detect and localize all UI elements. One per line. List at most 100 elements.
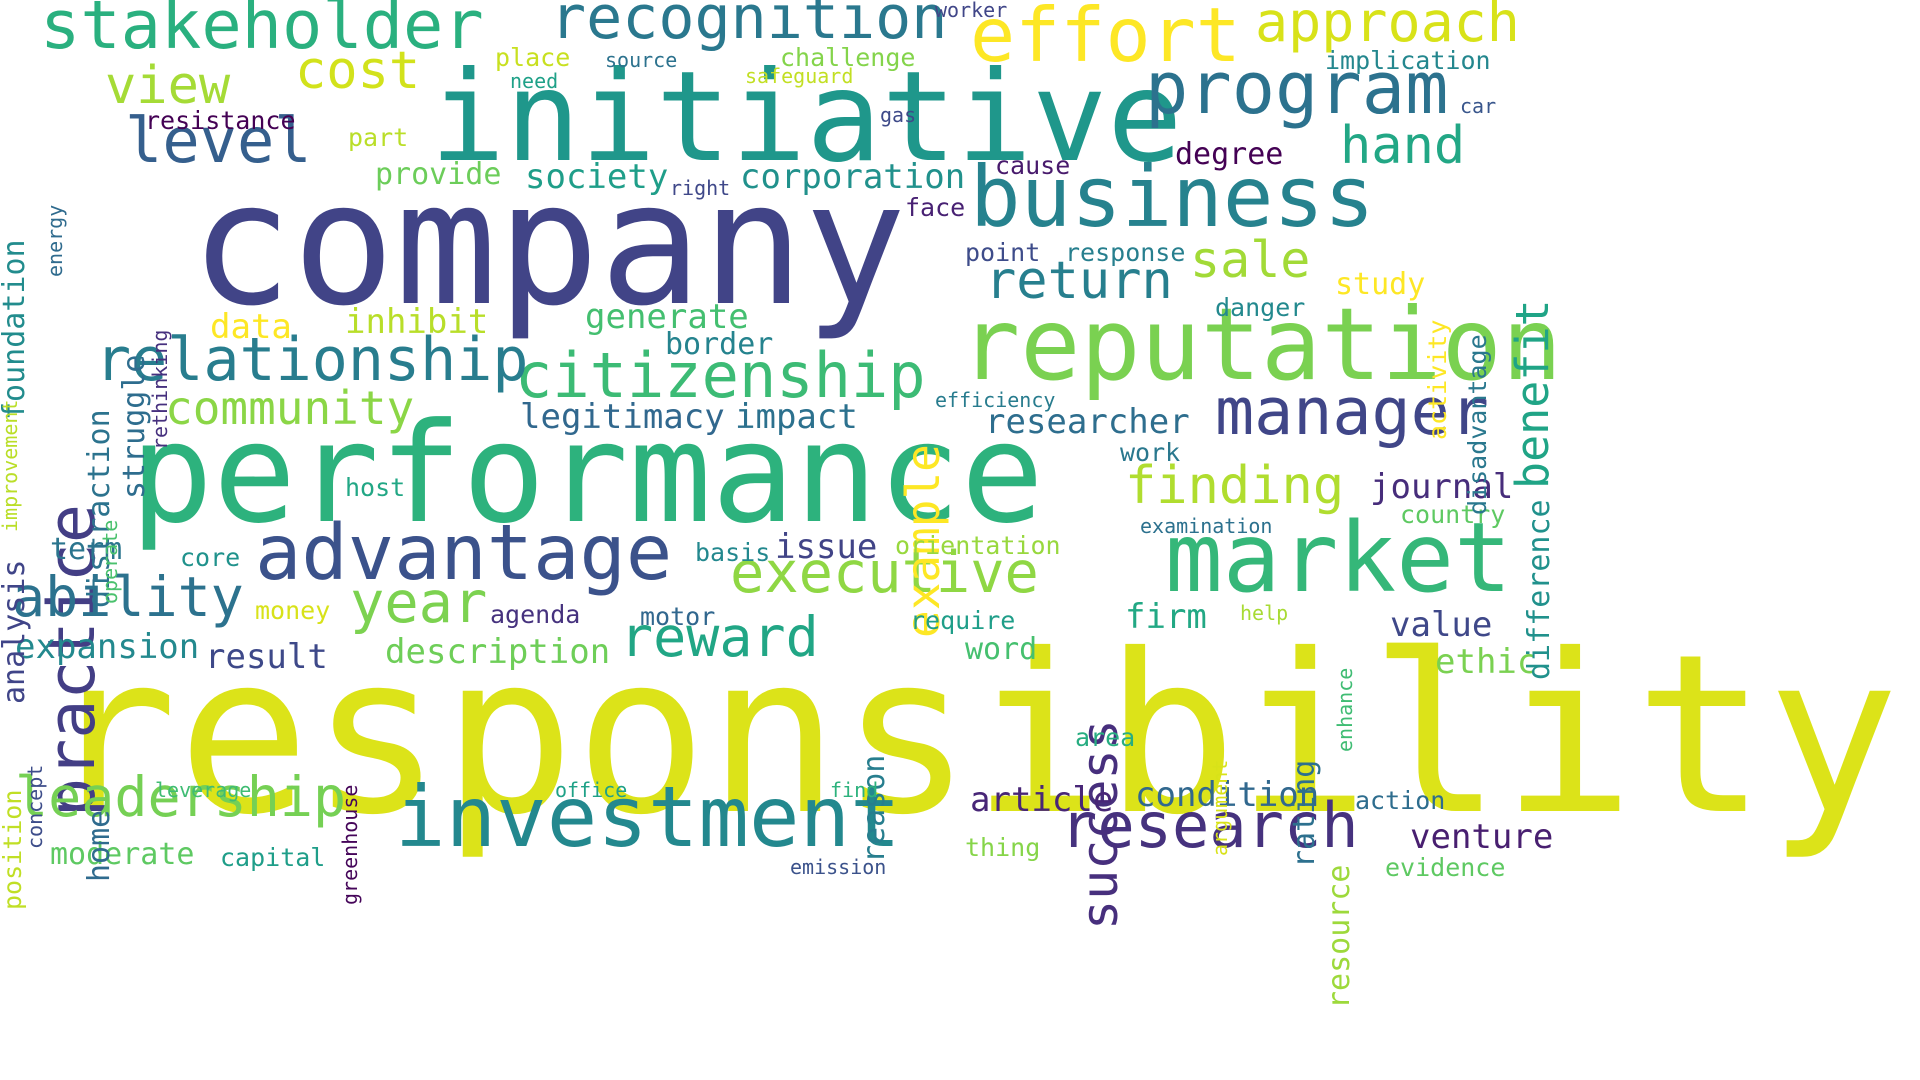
word-rethinking: rethinking [148, 329, 172, 450]
word-source: source [605, 48, 678, 72]
word-article: article [970, 780, 1114, 820]
word-research: research [1060, 789, 1359, 862]
word-provide: provide [375, 157, 502, 192]
word-office: office [555, 778, 628, 802]
word-disadvantage: disadvantage [1463, 334, 1492, 515]
word-position: position [0, 789, 27, 910]
word-manager: manager [1215, 375, 1489, 450]
word-finding: finding [1125, 456, 1345, 516]
word-home: home [82, 809, 117, 882]
word-action: action [1355, 786, 1446, 815]
word-market: market [1165, 502, 1512, 614]
word-moderate: moderate [50, 837, 195, 872]
word-description: description [385, 632, 611, 672]
word-expansion: expansion [15, 627, 200, 667]
word-inhibit: inhibit [345, 302, 489, 342]
word-venture: venture [1410, 817, 1554, 857]
word-ability: ability [12, 565, 244, 629]
word-leadership: leadership [15, 765, 347, 829]
word-argument: argument [1208, 759, 1232, 856]
word-view: view [105, 56, 231, 116]
word-activity: activity [1423, 319, 1452, 440]
word-reason: reason [857, 754, 892, 863]
word-operate: operate [98, 519, 122, 604]
word-danger: danger [1215, 293, 1306, 322]
word-rating: rating [1287, 759, 1322, 868]
word-analysis: analysis [0, 559, 32, 705]
word-executive: executive [730, 540, 1039, 606]
word-investment: investment [395, 768, 901, 866]
word-require: require [910, 606, 1016, 635]
word-struggle: struggle [117, 354, 152, 500]
word-issue: issue [775, 527, 878, 567]
word-community: community [165, 381, 415, 435]
word-approach: approach [1255, 0, 1520, 54]
word-level: level [125, 104, 312, 177]
word-study: study [1335, 267, 1426, 302]
word-efficiency: efficiency [935, 388, 1056, 412]
word-concept: concept [23, 764, 47, 849]
word-core: core [180, 543, 241, 572]
word-degree: degree [1175, 137, 1284, 172]
word-foundation: foundation [0, 239, 32, 420]
word-examination: examination [1140, 514, 1273, 538]
word-find: find [830, 778, 879, 802]
word-relationship: relationship [95, 325, 529, 395]
word-area: area [1075, 723, 1136, 752]
word-corporation: corporation [740, 157, 966, 197]
word-motor: motor [640, 602, 716, 631]
word-reward: reward [620, 605, 819, 669]
word-right: right [670, 176, 731, 200]
word-word: word [965, 632, 1038, 667]
word-program: program [1145, 46, 1449, 130]
word-evidence: evidence [1385, 853, 1506, 882]
word-firm: firm [1125, 597, 1207, 637]
word-researcher: researcher [985, 402, 1190, 442]
word-generate: generate [585, 297, 749, 337]
word-hand: hand [1340, 116, 1466, 176]
word-company: company [190, 146, 907, 344]
word-condition: condition [1135, 775, 1320, 815]
word-response: response [1065, 238, 1186, 267]
word-point: point [965, 238, 1041, 267]
word-resistance: resistance [145, 106, 296, 135]
word-work: work [1120, 438, 1181, 467]
word-worker: worker [935, 0, 1008, 22]
word-cause: cause [995, 151, 1071, 180]
word-performance: performance [130, 393, 1044, 554]
word-citizenship: citizenship [515, 339, 926, 412]
word-recognition: recognition [550, 0, 948, 53]
word-basis: basis [695, 538, 771, 567]
word-implication: implication [1325, 46, 1491, 75]
word-term: term [50, 532, 123, 567]
word-face: face [905, 193, 966, 222]
word-border: border [665, 327, 774, 362]
word-place: place [495, 43, 571, 72]
word-challenge: challenge [780, 43, 916, 72]
word-capital: capital [220, 843, 326, 872]
word-thing: thing [965, 833, 1041, 862]
word-difference: difference [1522, 499, 1557, 680]
word-ethic: ethic [1435, 642, 1538, 682]
word-improvement: improvement [0, 399, 22, 532]
word-host: host [345, 473, 406, 502]
word-business: business [970, 148, 1375, 246]
word-agenda: agenda [490, 600, 581, 629]
word-legitimacy: legitimacy [520, 397, 725, 437]
word-result: result [205, 637, 328, 677]
word-resource: resource [1322, 864, 1357, 1010]
word-society: society [525, 157, 669, 197]
word-impact: impact [735, 397, 858, 437]
word-effort: effort [970, 0, 1241, 79]
word-reputation: reputation [960, 286, 1563, 403]
word-value: value [1390, 605, 1493, 645]
word-emission: emission [790, 855, 887, 879]
word-country: country [1400, 500, 1506, 529]
word-help: help [1240, 601, 1289, 625]
word-advantage: advantage [255, 509, 673, 598]
word-orientation: orientation [895, 531, 1061, 560]
word-return: return [985, 251, 1173, 311]
word-responsibility: responsibility [45, 607, 1900, 863]
word-safeguard: safeguard [745, 64, 854, 88]
word-sale: sale [1190, 231, 1311, 289]
